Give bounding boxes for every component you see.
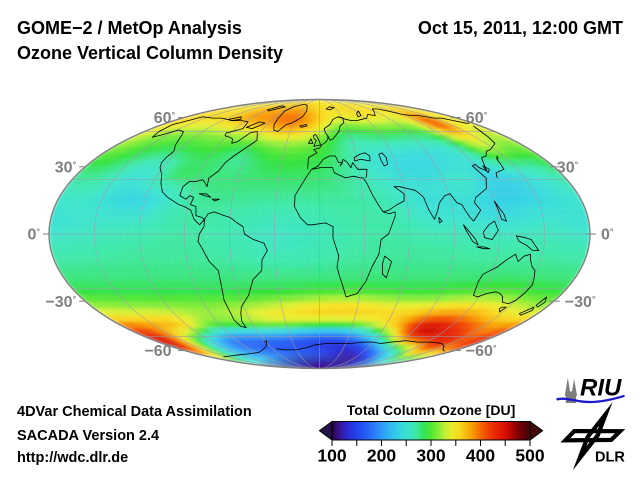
svg-text:500: 500 <box>515 446 544 466</box>
svg-text:RIU: RIU <box>580 375 622 402</box>
svg-text:0°: 0° <box>601 227 614 244</box>
svg-text:100: 100 <box>317 446 346 466</box>
svg-text:300: 300 <box>416 446 445 466</box>
svg-text:60°: 60° <box>154 110 176 127</box>
svg-text:200: 200 <box>367 446 396 466</box>
svg-text:−30°: −30° <box>45 294 76 311</box>
svg-text:30°: 30° <box>557 159 579 176</box>
svg-text:400: 400 <box>466 446 495 466</box>
svg-text:−60°: −60° <box>144 343 175 360</box>
svg-text:−30°: −30° <box>565 294 596 311</box>
svg-text:0°: 0° <box>27 227 40 244</box>
svg-text:DLR: DLR <box>595 450 625 466</box>
svg-text:Total Column Ozone [DU]: Total Column Ozone [DU] <box>347 402 516 418</box>
svg-text:−60°: −60° <box>466 343 497 360</box>
svg-text:30°: 30° <box>55 159 77 176</box>
svg-text:60°: 60° <box>466 110 488 127</box>
